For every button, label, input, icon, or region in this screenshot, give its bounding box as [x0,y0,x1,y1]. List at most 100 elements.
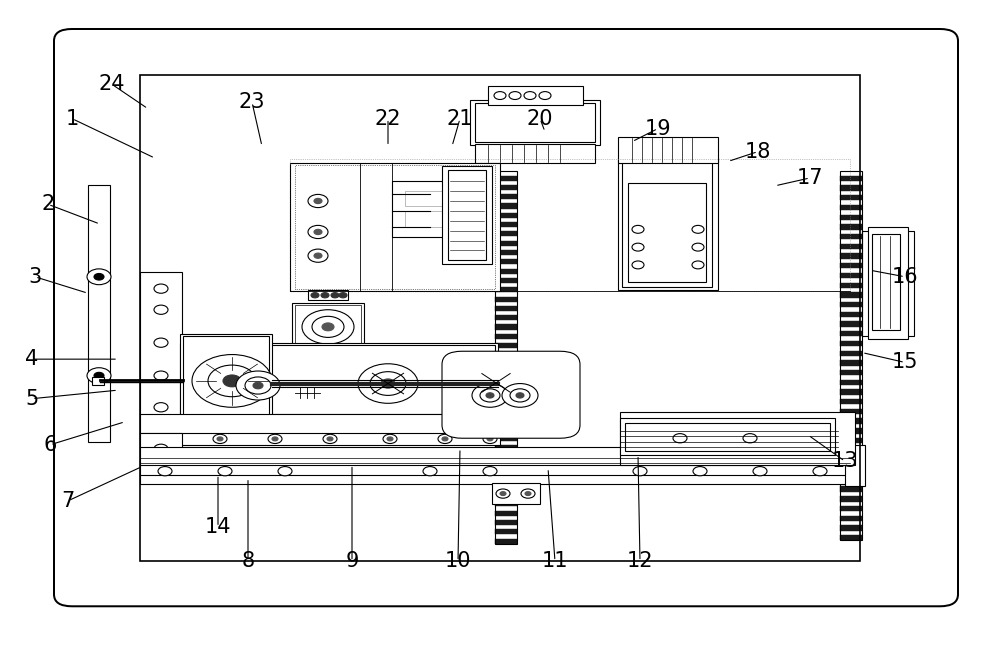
Circle shape [673,434,687,443]
Bar [442,166,492,264]
Circle shape [494,92,506,100]
Circle shape [308,249,328,262]
Bar [840,457,862,463]
Circle shape [154,403,168,412]
Circle shape [162,437,168,441]
Text: 8: 8 [241,552,255,571]
Bar [495,445,517,451]
Circle shape [314,198,322,204]
Text: 23: 23 [239,92,265,112]
Bar [495,241,517,246]
Bar [840,171,862,540]
Circle shape [217,437,223,441]
Bar [840,525,862,530]
Text: 7: 7 [61,491,75,511]
Bar [495,297,517,302]
Bar [140,465,850,476]
Text: 21: 21 [447,109,473,129]
Bar [495,399,517,404]
Bar [620,412,855,465]
Bar [618,137,718,163]
Bar [140,447,850,467]
Bar [840,244,862,249]
Circle shape [472,384,508,407]
Bar [308,290,348,300]
Bar [862,231,914,336]
Circle shape [483,434,497,444]
Bar [183,345,495,414]
Bar [495,501,517,506]
Circle shape [813,467,827,476]
Bar [495,185,517,190]
Bar [290,159,850,291]
Bar [840,389,862,395]
Bar [488,86,583,105]
Bar [495,306,517,311]
Bar [183,336,269,423]
Bar [495,464,517,469]
Circle shape [158,467,172,476]
Bar [840,273,862,278]
Bar [840,496,862,501]
Circle shape [438,434,452,444]
Bar [290,163,500,291]
Circle shape [327,437,333,441]
Bar [495,287,517,293]
Bar [495,171,517,544]
Bar [840,185,862,190]
Bar [840,292,862,298]
Bar [495,213,517,218]
Bar [495,333,517,339]
Bar [140,272,182,423]
Bar [495,278,517,283]
Text: 4: 4 [25,349,39,369]
Bar [628,183,706,282]
Bar [495,222,517,227]
FancyBboxPatch shape [442,351,580,438]
Circle shape [442,437,448,441]
Text: 14: 14 [205,517,231,537]
Text: 11: 11 [542,552,568,571]
Bar [495,269,517,273]
Bar [840,302,862,307]
Bar [840,341,862,346]
Bar [495,520,517,525]
Circle shape [539,92,551,100]
Bar [495,362,517,367]
Circle shape [322,323,334,331]
Circle shape [245,377,271,394]
Circle shape [331,293,339,298]
Circle shape [302,310,354,344]
Bar [840,254,862,259]
Bar [470,100,600,145]
Ellipse shape [482,372,510,393]
Bar [840,215,862,220]
Circle shape [521,489,535,498]
Bar [840,418,862,424]
Circle shape [516,393,524,398]
Text: 20: 20 [527,109,553,129]
Circle shape [218,467,232,476]
Text: 19: 19 [645,119,671,138]
Text: 10: 10 [445,552,471,571]
Bar [495,455,517,460]
Circle shape [423,467,437,476]
Circle shape [312,316,344,337]
Bar [495,259,517,264]
Bar [622,160,712,287]
Circle shape [192,355,272,407]
Circle shape [692,261,704,269]
Bar [840,409,862,414]
Bar [140,475,850,484]
Bar [392,181,450,237]
Circle shape [693,467,707,476]
FancyBboxPatch shape [54,29,958,606]
Circle shape [486,393,494,398]
Text: 5: 5 [25,389,39,409]
Bar [840,224,862,229]
Bar [845,445,865,486]
Circle shape [692,225,704,233]
Circle shape [502,384,538,407]
Bar [495,343,517,348]
Bar [620,418,835,455]
